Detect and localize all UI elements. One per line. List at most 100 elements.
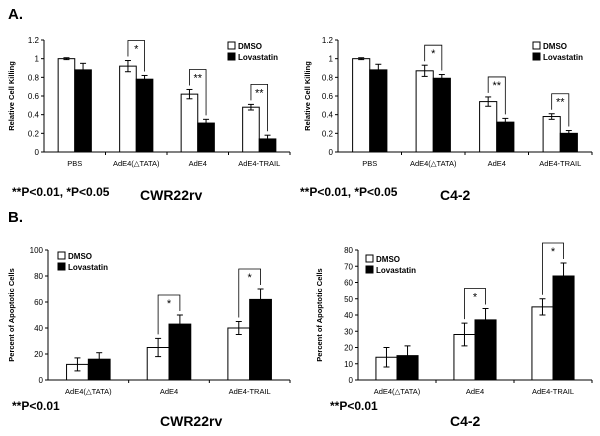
bar-lovastatin <box>249 298 272 381</box>
x-category-label: AdE4(△TATA) <box>410 159 457 168</box>
legend-swatch <box>365 265 374 274</box>
cell-line-label-b-left: CWR22rv <box>160 413 222 429</box>
bar-dmso <box>180 93 199 153</box>
significance-bracket <box>424 44 443 71</box>
legend-swatch <box>227 52 236 61</box>
bar-dmso <box>415 70 434 153</box>
y-tick-label: 60 <box>344 279 353 288</box>
bar-dmso <box>119 65 137 153</box>
chart-a-left: 0 0.2 0.4 0.6 0.8 1 1.2 Relative Cell Killing PB… <box>7 36 291 168</box>
bar-dmso <box>242 106 260 153</box>
significance-bracket <box>238 268 261 318</box>
chart-a-right: 0 0.2 0.4 0.6 0.8 1 1.2 Relative Cell Killing PB… <box>303 36 593 168</box>
x-category-label: PBS <box>67 159 82 168</box>
significance-marker: ** <box>255 87 264 99</box>
y-tick-label: 60 <box>34 298 43 307</box>
x-category-label: AdE4 <box>466 387 484 396</box>
y-tick-label: 1.2 <box>28 36 40 45</box>
panel-b-left-footnote: **P<0.01 <box>12 399 60 413</box>
y-axis-title: Relative Cell Killing <box>303 61 312 131</box>
significance-marker: * <box>431 48 436 60</box>
panel-b-right-footnote: **P<0.01 <box>330 399 378 413</box>
significance-bracket <box>542 242 564 295</box>
y-tick-label: 80 <box>344 246 353 255</box>
panel-a-right-footnote: **P<0.01, *P<0.05 <box>300 185 398 199</box>
x-category-label: AdE4-TRAIL <box>532 387 574 396</box>
chart-b-left: 0 20 40 60 80 100 Percent of Apoptotic Cells Ad… <box>7 246 291 396</box>
y-axis-title: Relative Cell Killing <box>7 61 16 131</box>
bar-dmso <box>542 116 561 153</box>
bar-dmso <box>531 306 554 381</box>
bar-lovastatin <box>74 69 92 153</box>
y-tick-label: 1 <box>329 55 334 64</box>
y-tick-label: 10 <box>344 360 353 369</box>
x-category-label: AdE4 <box>488 159 506 168</box>
significance-marker: * <box>134 44 139 56</box>
y-tick-label: 0 <box>35 148 40 157</box>
significance-bracket <box>464 288 486 320</box>
y-tick-label: 1 <box>35 55 40 64</box>
bar-lovastatin <box>369 69 388 153</box>
y-axis-title: Percent of Apoptotic Cells <box>315 268 324 361</box>
panel-a-left-footnote: **P<0.01, *P<0.05 <box>12 185 110 199</box>
legend-label: DMSO <box>238 42 262 51</box>
y-tick-label: 100 <box>30 246 44 255</box>
significance-marker: * <box>473 292 478 304</box>
panel-b-label: B. <box>8 209 23 226</box>
charts-layer: 0 0.2 0.4 0.6 0.8 1 1.2 Relative Cell Killing PB… <box>7 36 593 396</box>
legend-swatch <box>57 251 66 260</box>
y-tick-label: 0.6 <box>28 92 40 101</box>
y-tick-label: 0.2 <box>28 129 40 138</box>
bar-dmso <box>57 58 76 153</box>
y-tick-label: 20 <box>344 344 353 353</box>
x-category-label: AdE4(△TATA) <box>113 159 160 168</box>
x-category-label: AdE4(△TATA) <box>65 387 112 396</box>
significance-marker: ** <box>193 72 202 84</box>
y-axis-title: Percent of Apoptotic Cells <box>7 268 16 361</box>
cell-line-label-b-right: C4-2 <box>450 413 481 429</box>
y-tick-label: 0.8 <box>28 73 40 82</box>
legend-swatch <box>532 52 541 61</box>
legend-label: DMSO <box>543 42 567 51</box>
y-tick-label: 70 <box>344 262 353 271</box>
significance-marker: ** <box>492 80 501 92</box>
y-tick-label: 0.8 <box>322 73 334 82</box>
significance-marker: * <box>167 298 172 310</box>
x-category-label: AdE4-TRAIL <box>539 159 581 168</box>
cell-line-label-a-left: CWR22rv <box>140 187 202 203</box>
x-category-label: PBS <box>362 159 377 168</box>
x-category-label: AdE4-TRAIL <box>229 387 271 396</box>
y-tick-label: 30 <box>344 327 353 336</box>
legend-swatch <box>227 41 236 50</box>
x-category-label: AdE4 <box>189 159 207 168</box>
bar-dmso <box>227 327 251 381</box>
legend-label: Lovastatin <box>238 53 278 62</box>
y-tick-label: 0.4 <box>322 111 334 120</box>
bar-lovastatin <box>135 78 154 153</box>
y-tick-label: 40 <box>344 311 353 320</box>
bar-dmso <box>479 101 498 153</box>
significance-bracket <box>487 76 506 115</box>
x-category-label: AdE4 <box>160 387 178 396</box>
significance-bracket <box>189 69 207 116</box>
legend-swatch <box>532 41 541 50</box>
y-tick-label: 0 <box>329 148 334 157</box>
y-tick-label: 0 <box>39 376 44 385</box>
x-category-label: AdE4-TRAIL <box>238 159 280 168</box>
y-tick-label: 80 <box>34 272 43 281</box>
legend-label: Lovastatin <box>376 266 416 275</box>
bar-lovastatin <box>552 275 575 381</box>
significance-bracket <box>127 40 145 72</box>
y-tick-label: 0.2 <box>322 129 334 138</box>
y-tick-label: 0 <box>349 376 354 385</box>
y-tick-label: 0.6 <box>322 92 334 101</box>
bar-lovastatin <box>496 121 515 153</box>
significance-bracket <box>250 84 268 132</box>
bar-lovastatin <box>432 77 451 153</box>
significance-bracket <box>157 294 181 335</box>
legend-swatch <box>57 262 66 271</box>
y-tick-label: 40 <box>34 324 43 333</box>
x-category-label: AdE4(△TATA) <box>374 387 421 396</box>
y-tick-label: 1.2 <box>322 36 334 45</box>
